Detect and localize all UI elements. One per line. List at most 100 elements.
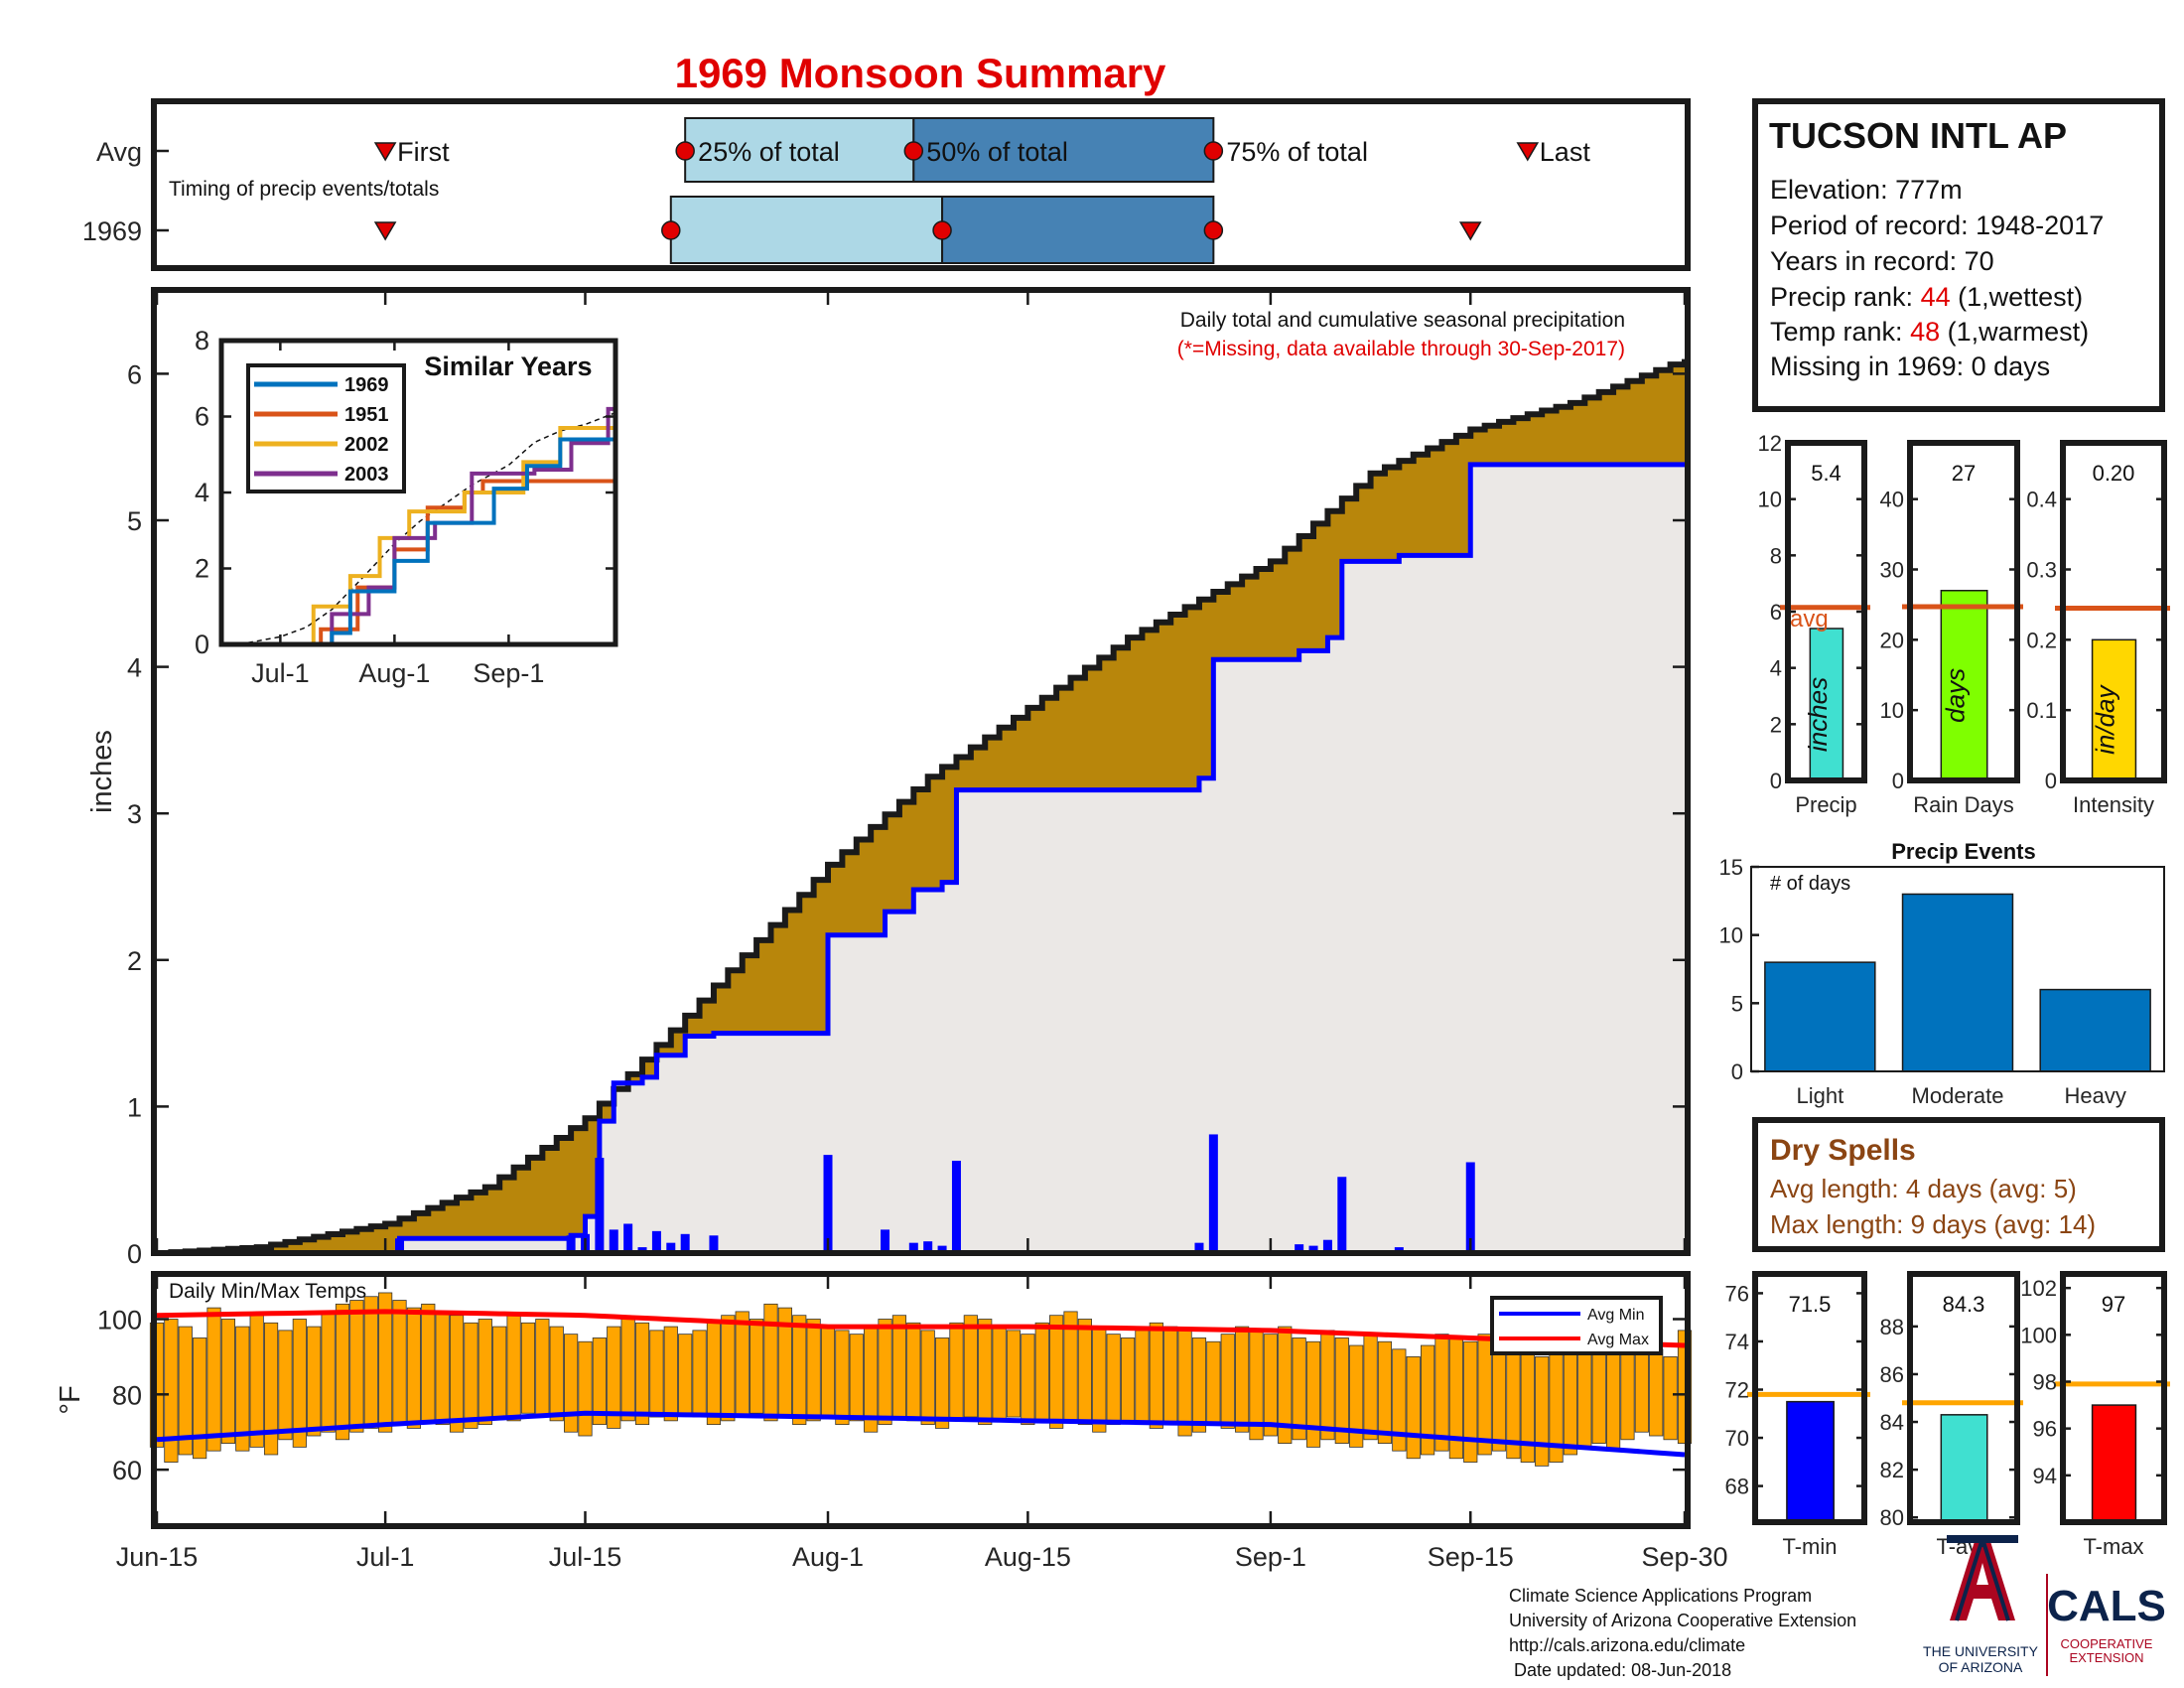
daily-temp-range-bar — [193, 1337, 207, 1460]
daily-temp-range-bar — [478, 1319, 492, 1426]
daily-temp-range-bar — [178, 1326, 193, 1456]
inset-x-tick-label: Sep-1 — [473, 658, 544, 688]
precip-stat-tick-label: 12 — [1758, 431, 1782, 456]
precip-events-panel: Precip Events Light Moderate Heavy 0 5 10 15 #… — [1719, 839, 2165, 1108]
daily-precip-bar — [937, 1245, 947, 1253]
daily-temp-range-bar — [464, 1322, 478, 1429]
intensity-stat-bar — [2091, 638, 2137, 781]
seasonal-stat-panels: inches0246810125.4Precipavgdays010203040… — [1725, 431, 2170, 1559]
intensity-stat-value: 0.20 — [2093, 461, 2135, 486]
daily-temp-range-bar — [592, 1337, 607, 1426]
timing-quantile-marker — [661, 220, 681, 240]
timing-quantile-marker — [675, 141, 695, 161]
precip-stat-tick-label: 2 — [1770, 712, 1782, 737]
daily-temp-range-bar — [506, 1315, 521, 1422]
daily-temp-range-bar — [978, 1319, 993, 1426]
raindays-stat-bar — [1940, 590, 1988, 781]
y-tick-label: 2 — [127, 946, 142, 976]
daily-temp-range-bar — [378, 1292, 393, 1433]
daily-temp-range-bar — [549, 1326, 564, 1422]
daily-temp-range-bar — [220, 1319, 236, 1444]
daily-temp-range-bar — [1135, 1330, 1150, 1426]
station-info-box: TUCSON INTL AP Elevation: 777m Period of… — [1752, 98, 2165, 412]
inset-x-tick-label: Aug-1 — [358, 658, 430, 688]
precip-note-2: (*=Missing, data available through 30-Se… — [1177, 338, 1625, 360]
inset-y-tick-label: 8 — [195, 326, 209, 355]
daily-precip-bar — [1194, 1242, 1204, 1253]
precip-y-axis: 0 1 2 3 4 5 6 — [127, 359, 1688, 1269]
avg-max-temp-line — [156, 1309, 1686, 1348]
footer-date-updated: Date updated: 08-Jun-2018 — [1509, 1660, 1731, 1680]
daily-precip-bar — [908, 1242, 918, 1253]
daily-temp-range-bar — [820, 1326, 836, 1418]
daily-temp-range-bar — [1191, 1337, 1207, 1433]
daily-temp-range-bar — [835, 1330, 850, 1426]
inset-y-tick-label: 0 — [195, 630, 209, 659]
events-y-tick-label: 10 — [1719, 923, 1743, 948]
precip-panel: 0 1 2 3 4 5 6 inches Daily total and cumulativ… — [86, 287, 1691, 1269]
daily-temp-range-bar — [292, 1319, 307, 1448]
timing-q25-label: 25% of total — [698, 137, 840, 167]
daily-precip-bar — [1337, 1177, 1347, 1253]
figure-title: 1969 Monsoon Summary — [675, 50, 1166, 96]
temps-plot-area — [149, 1292, 1693, 1467]
daily-precip-bar — [709, 1235, 719, 1253]
daily-temp-range-bar — [620, 1319, 635, 1422]
daily-precip-bar — [923, 1241, 933, 1253]
cals-extension-line2: EXTENSION — [2069, 1650, 2143, 1665]
daily-precip-bar — [1465, 1162, 1475, 1253]
dry-spells-avg-length: Avg length: 4 days (avg: 5) — [1770, 1174, 2077, 1203]
daily-precip-bar — [666, 1242, 676, 1253]
daily-precip-bar — [651, 1230, 661, 1253]
daily-temp-range-bar — [1278, 1326, 1293, 1444]
daily-temp-range-bar — [706, 1322, 722, 1426]
y-tick-label: 5 — [127, 506, 142, 536]
daily-temp-range-bar — [1363, 1334, 1378, 1441]
daily-precip-bar — [566, 1235, 576, 1253]
daily-temp-range-bar — [920, 1330, 935, 1426]
timing-bars — [373, 117, 1540, 264]
daily-temp-range-bar — [263, 1322, 279, 1456]
temps-y-tick-label: 60 — [112, 1456, 142, 1485]
tmin-stat-tick-label: 76 — [1725, 1281, 1749, 1306]
daily-temp-range-bar — [1477, 1334, 1492, 1456]
daily-temp-range-bar — [1620, 1340, 1635, 1441]
inset-y-tick-label: 6 — [195, 402, 209, 432]
daily-temp-range-bar — [1377, 1340, 1393, 1444]
timing-quantile-marker — [1203, 220, 1224, 240]
daily-temp-range-bar — [1663, 1356, 1678, 1441]
tavg-stat-value: 84.3 — [1943, 1292, 1985, 1317]
daily-temp-range-bar — [449, 1315, 465, 1433]
raindays-stat-value: 27 — [1952, 461, 1976, 486]
y-tick-label: 0 — [127, 1239, 142, 1269]
station-temp-rank: Temp rank: 48 (1,warmest) — [1770, 317, 2089, 347]
temps-legend: Avg Min Avg Max — [1490, 1296, 1663, 1355]
daily-temp-range-bar — [392, 1300, 407, 1426]
event-category-label: Heavy — [2064, 1083, 2125, 1108]
precip-plot-area — [157, 358, 1688, 1256]
intensity-stat-tick-label: 0.2 — [2026, 628, 2057, 652]
tavg-stat-tick-label: 86 — [1880, 1362, 1904, 1387]
ua-a-icon — [1947, 1535, 2018, 1621]
daily-temp-range-bar — [235, 1326, 250, 1452]
daily-temp-range-bar — [1220, 1334, 1235, 1429]
cals-wordmark: CALS — [2047, 1582, 2166, 1630]
tavg-stat-tick-label: 84 — [1880, 1410, 1904, 1435]
precip-stat-tick-label: 8 — [1770, 543, 1782, 568]
inset-legend-label: 2002 — [344, 434, 389, 456]
precip-stat-tick-label: 10 — [1758, 488, 1782, 512]
daily-temp-range-bar — [1106, 1334, 1121, 1426]
intensity-stat: in/day 0 0.1 0.2 0.3 0.4 0.20 Intensity — [2026, 440, 2170, 817]
timing-first-last-marker — [1458, 221, 1482, 241]
daily-temp-range-bar — [421, 1303, 436, 1422]
x-tick-label: Aug-1 — [792, 1542, 864, 1572]
intensity-stat-label: Intensity — [2073, 792, 2154, 817]
daily-temp-range-bar — [1034, 1322, 1049, 1422]
daily-temp-range-bar — [663, 1326, 678, 1422]
daily-temp-range-bar — [649, 1330, 664, 1418]
daily-temp-range-bar — [750, 1319, 764, 1414]
daily-precip-bar — [881, 1229, 890, 1253]
temps-y-axis: 60 80 100 — [97, 1305, 1688, 1485]
temps-y-label: °F — [55, 1385, 86, 1414]
timing-q50-label: 50% of total — [926, 137, 1068, 167]
